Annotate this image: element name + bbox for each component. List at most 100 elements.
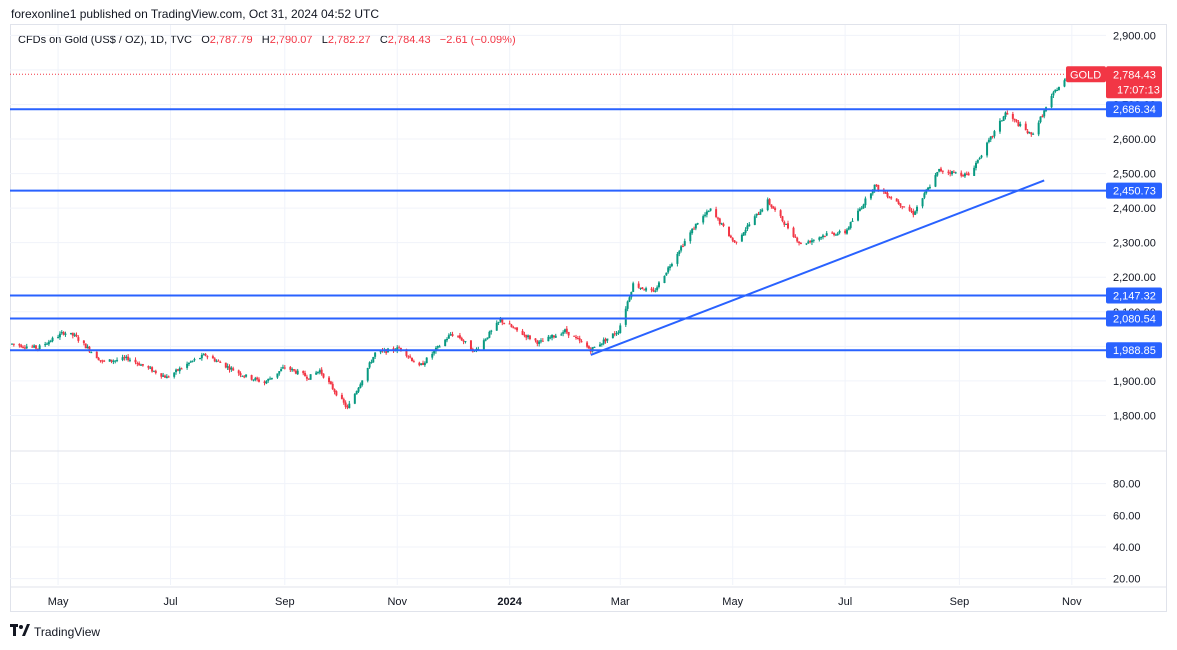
candle-body [175,369,178,373]
candle-body [586,342,589,347]
candle-body [335,391,338,396]
candle-body [1006,113,1009,115]
candle-body [858,208,861,211]
candle-body [226,366,229,368]
candle-body [445,338,448,341]
candle-body [99,360,102,362]
candle-body [409,356,412,358]
candle-body [257,379,260,382]
candle-body [497,321,500,323]
candle-body [412,361,415,363]
candle-body [315,372,318,375]
candle-body [436,345,439,348]
candle-body [707,210,710,212]
candle-body [523,334,526,336]
candle-body [112,360,115,362]
candle-body [18,344,21,346]
candle-body [239,373,242,376]
candle-body [47,341,50,345]
candle-body [173,372,176,377]
candle-body [884,191,887,194]
time-tick-label: Nov [387,596,407,608]
high-label: H [261,34,270,46]
candle-body [82,340,85,344]
candle-body [895,198,898,202]
candle-body [729,235,732,238]
candle-body [191,360,194,362]
candle-body [1032,133,1035,135]
candle-body [534,338,537,341]
candle-body [823,235,826,237]
candle-body [254,378,257,380]
candle-body [735,241,738,243]
candle-body [125,356,128,359]
candle-body [281,367,284,369]
time-tick-label: Nov [1062,596,1082,608]
candle-body [934,175,937,187]
candle-body [410,357,413,362]
candle-body [178,368,181,372]
candle-body [794,236,797,238]
candle-body [11,343,13,345]
candle-body [774,208,777,211]
candle-body [928,186,931,189]
candle-body [998,120,1001,132]
candle-body [167,376,170,378]
candle-body [162,375,165,377]
candle-body [678,251,681,254]
tradingview-footer[interactable]: TradingView [10,624,100,639]
candle-body [619,325,622,333]
candle-body [897,201,900,204]
candle-body [503,323,506,325]
candle-body [224,362,227,368]
last-price-badge [1106,66,1162,99]
candle-body [60,332,63,334]
symbol-description[interactable]: CFDs on Gold (US$ / OZ), 1D, TVC [18,34,193,46]
candle-body [805,243,808,245]
candle-body [667,267,670,273]
candle-body [97,358,100,361]
candle-body [807,241,810,244]
candle-body [798,241,801,243]
candle-body [567,331,570,336]
candle-body [305,376,308,379]
candle-body [22,346,25,348]
candle-body [652,289,655,292]
candle-body [1054,89,1057,92]
candle-body [464,341,467,343]
candle-body [180,368,183,370]
candle-body [731,237,734,241]
candle-body [822,235,825,238]
candle-body [869,193,872,199]
candle-body [1004,112,1007,117]
last-price-label: 2,784.43 [1113,69,1156,81]
candle-body [458,335,461,339]
level-price-label: 2,450.73 [1113,186,1156,198]
candle-body [833,233,836,235]
level-price-label: 2,147.32 [1113,290,1156,302]
candle-body [267,378,270,381]
candle-body [202,354,205,356]
candle-body [447,335,450,339]
candle-body [689,232,692,242]
candle-body [291,369,294,371]
candle-body [761,209,764,212]
candle-body [121,357,124,360]
candle-body [639,287,642,289]
candle-body [141,364,144,366]
time-tick-label: Jul [838,596,852,608]
candle-body [871,190,874,194]
indicator-tick-label: 60.00 [1113,510,1141,522]
candle-body [460,337,463,341]
level-price-badge [1106,310,1162,327]
candle-body [810,240,813,243]
candle-body [759,211,762,215]
candle-body [322,373,325,378]
indicator-tick-label: 40.00 [1113,542,1141,554]
candle-body [952,171,955,173]
candle-body [993,131,996,137]
candle-body [71,332,74,336]
indicator-tick-label: 20.00 [1113,574,1141,586]
candle-body [746,225,749,230]
